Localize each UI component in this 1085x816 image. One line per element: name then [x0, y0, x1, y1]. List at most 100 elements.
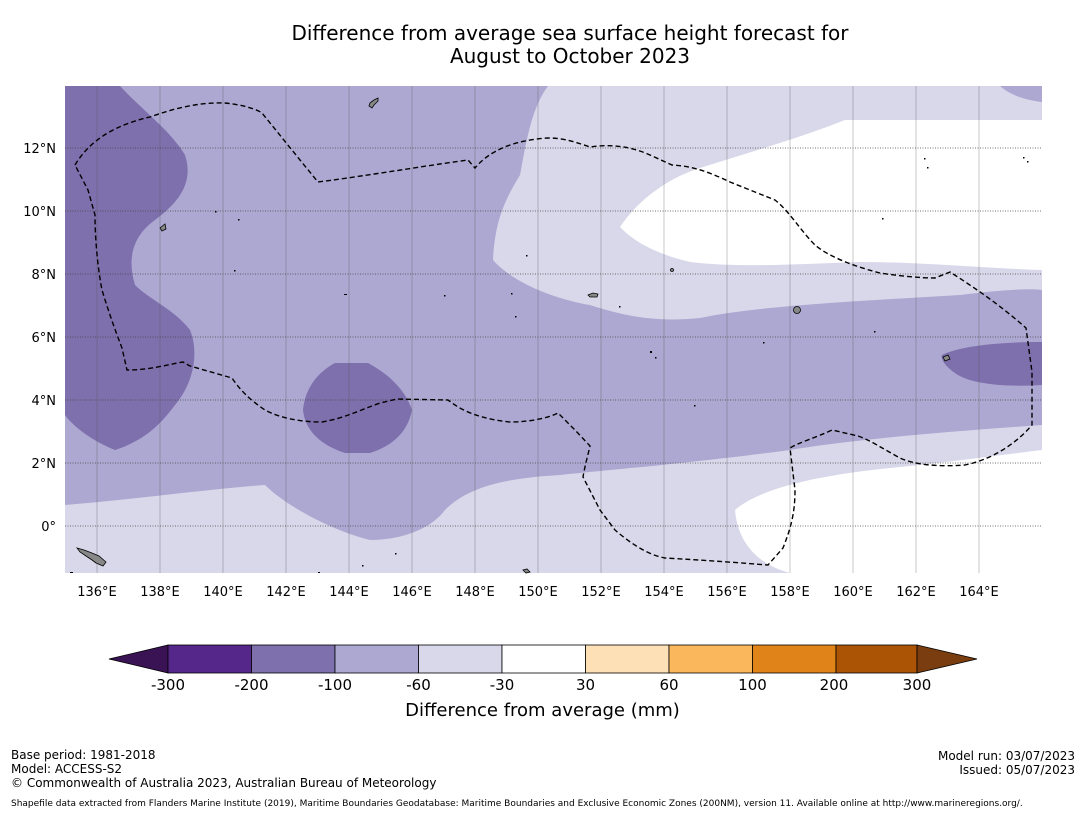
lat-label: 2°N — [32, 457, 57, 472]
copyright: © Commonwealth of Australia 2023, Austra… — [11, 776, 437, 790]
atoll — [655, 357, 657, 359]
atoll — [694, 405, 696, 407]
eez-boundaries — [74, 102, 1033, 566]
colorbar-title: Difference from average (mm) — [405, 700, 680, 721]
colorbar-tick-label: -60 — [406, 676, 431, 694]
atoll — [927, 167, 929, 169]
atoll — [874, 331, 876, 333]
island-new-guinea-north — [75, 547, 107, 567]
colorbar-segment — [334, 644, 419, 674]
atoll — [238, 219, 240, 221]
lon-label: 160°E — [833, 585, 873, 600]
model-name: Model: ACCESS-S2 — [11, 762, 123, 776]
lon-label: 158°E — [770, 585, 810, 600]
colorbar-extend-high — [916, 644, 978, 674]
colorbar-tick-label: -30 — [490, 676, 515, 694]
footer-left: Base period: 1981-2018 Model: ACCESS-S2 … — [11, 748, 436, 790]
colorbar-segment — [418, 644, 503, 674]
contour-band-200-100-west — [65, 86, 195, 450]
atoll — [619, 306, 621, 308]
atoll — [395, 553, 397, 555]
contour-band-white-south — [735, 450, 1042, 573]
base-period: Base period: 1981-2018 — [11, 748, 156, 762]
lon-label: 148°E — [455, 585, 495, 600]
colorbar-segment — [251, 644, 336, 674]
contour-fields — [65, 86, 1042, 573]
colorbar-tick-label: -300 — [151, 676, 185, 694]
lat-label: 0° — [41, 520, 56, 535]
lon-label: 138°E — [140, 585, 180, 600]
colorbar-segment — [501, 644, 586, 674]
lon-label: 144°E — [329, 585, 369, 600]
contour-band-top-right — [1000, 86, 1042, 102]
footer-right: Model run: 03/07/2023 Issued: 05/07/2023 — [938, 749, 1075, 777]
island-manus — [522, 568, 531, 574]
lon-label: 154°E — [644, 585, 684, 600]
eez-boundary-palau-fsm — [74, 102, 1033, 566]
island-chuuk — [587, 292, 599, 298]
atoll — [1023, 157, 1025, 159]
lat-label: 12°N — [23, 142, 56, 157]
colorbar-tick-label: 100 — [738, 676, 767, 694]
lat-label: 6°N — [32, 331, 57, 346]
atoll — [70, 572, 73, 573]
atolls — [70, 157, 1029, 573]
issued-date: Issued: 05/07/2023 — [959, 763, 1075, 777]
island-pohnpei — [793, 306, 801, 314]
contour-band-white-north — [620, 120, 1042, 270]
atoll — [1027, 161, 1029, 163]
colorbar-tick-label: 200 — [820, 676, 849, 694]
atoll — [362, 565, 364, 567]
colorbar-tick-label: 30 — [576, 676, 595, 694]
atoll — [318, 572, 320, 573]
atoll — [526, 255, 528, 257]
lon-label: 164°E — [959, 585, 999, 600]
colorbar-tick-label: 60 — [659, 676, 678, 694]
island-dot — [670, 268, 674, 272]
atoll — [763, 342, 765, 344]
lat-labels: 12°N 10°N 8°N 6°N 4°N 2°N 0° — [23, 142, 56, 535]
atoll — [924, 158, 926, 160]
lon-label: 152°E — [581, 585, 621, 600]
lon-label: 136°E — [77, 585, 117, 600]
atoll — [234, 270, 236, 272]
atoll — [882, 218, 884, 220]
lat-label: 8°N — [32, 268, 57, 283]
lon-label: 156°E — [707, 585, 747, 600]
contour-band-200-100-center — [303, 363, 412, 453]
contour-band-200-100-east — [941, 342, 1042, 386]
lat-label: 4°N — [32, 394, 57, 409]
colorbar-segment — [752, 644, 837, 674]
lon-label: 162°E — [896, 585, 936, 600]
lon-label: 140°E — [203, 585, 243, 600]
atoll — [215, 211, 217, 213]
graticule — [96, 86, 980, 573]
title-line-2: August to October 2023 — [449, 44, 691, 68]
colorbar-segment — [585, 644, 670, 674]
shapefile-credit: Shapefile data extracted from Flanders M… — [11, 799, 1023, 809]
atoll — [344, 294, 347, 295]
atoll — [444, 295, 446, 297]
colorbar-tick-label: -100 — [318, 676, 352, 694]
lat-label: 10°N — [23, 205, 56, 220]
colorbar-ticks: -300 -200 -100 -60 -30 30 60 100 200 300 — [151, 676, 931, 694]
island-guam — [368, 97, 379, 109]
island-yap — [159, 223, 167, 232]
island-kosrae — [942, 354, 951, 362]
colorbar-extend-low — [108, 644, 169, 674]
model-run: Model run: 03/07/2023 — [937, 749, 1075, 763]
parallels — [65, 147, 1042, 527]
lon-labels: 136°E 138°E 140°E 142°E 144°E 146°E 148°… — [77, 585, 999, 600]
title-line-1: Difference from average sea surface heig… — [291, 21, 849, 45]
map-title: Difference from average sea surface heig… — [0, 22, 1085, 68]
atoll — [511, 293, 513, 295]
lon-label: 146°E — [392, 585, 432, 600]
colorbar-segment — [668, 644, 753, 674]
colorbar-tick-label: -200 — [234, 676, 268, 694]
atoll — [515, 316, 517, 318]
lon-label: 150°E — [518, 585, 558, 600]
islands — [75, 97, 951, 574]
colorbar — [108, 644, 978, 674]
colorbar-tick-label: 300 — [903, 676, 932, 694]
